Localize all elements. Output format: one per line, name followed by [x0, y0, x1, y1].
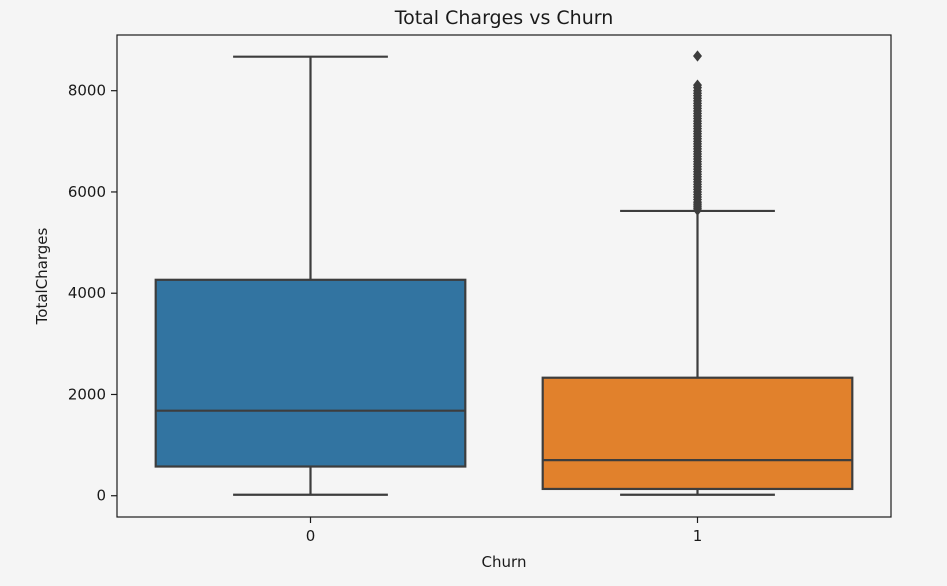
box-group-1 [541, 50, 854, 496]
iqr-box [154, 278, 467, 468]
ticks-layer: 0 2000 4000 6000 8000 0 1 [68, 82, 702, 545]
chart-title: Total Charges vs Churn [394, 7, 614, 29]
y-tick-label: 8000 [68, 82, 106, 100]
iqr-box [541, 376, 854, 491]
y-tick-label: 2000 [68, 385, 106, 403]
box-group-0 [154, 55, 467, 496]
y-tick-label: 4000 [68, 284, 106, 302]
x-tick-label: 1 [693, 527, 703, 545]
x-tick-label: 0 [306, 527, 316, 545]
y-axis-label: TotalCharges [33, 227, 51, 325]
x-axis-label: Churn [482, 553, 527, 571]
outlier-point [693, 79, 702, 91]
plot-frame [116, 34, 892, 518]
boxes-layer [154, 50, 854, 496]
y-tick-label: 6000 [68, 183, 106, 201]
y-tick-label: 0 [96, 487, 106, 505]
outlier-point [693, 50, 702, 62]
